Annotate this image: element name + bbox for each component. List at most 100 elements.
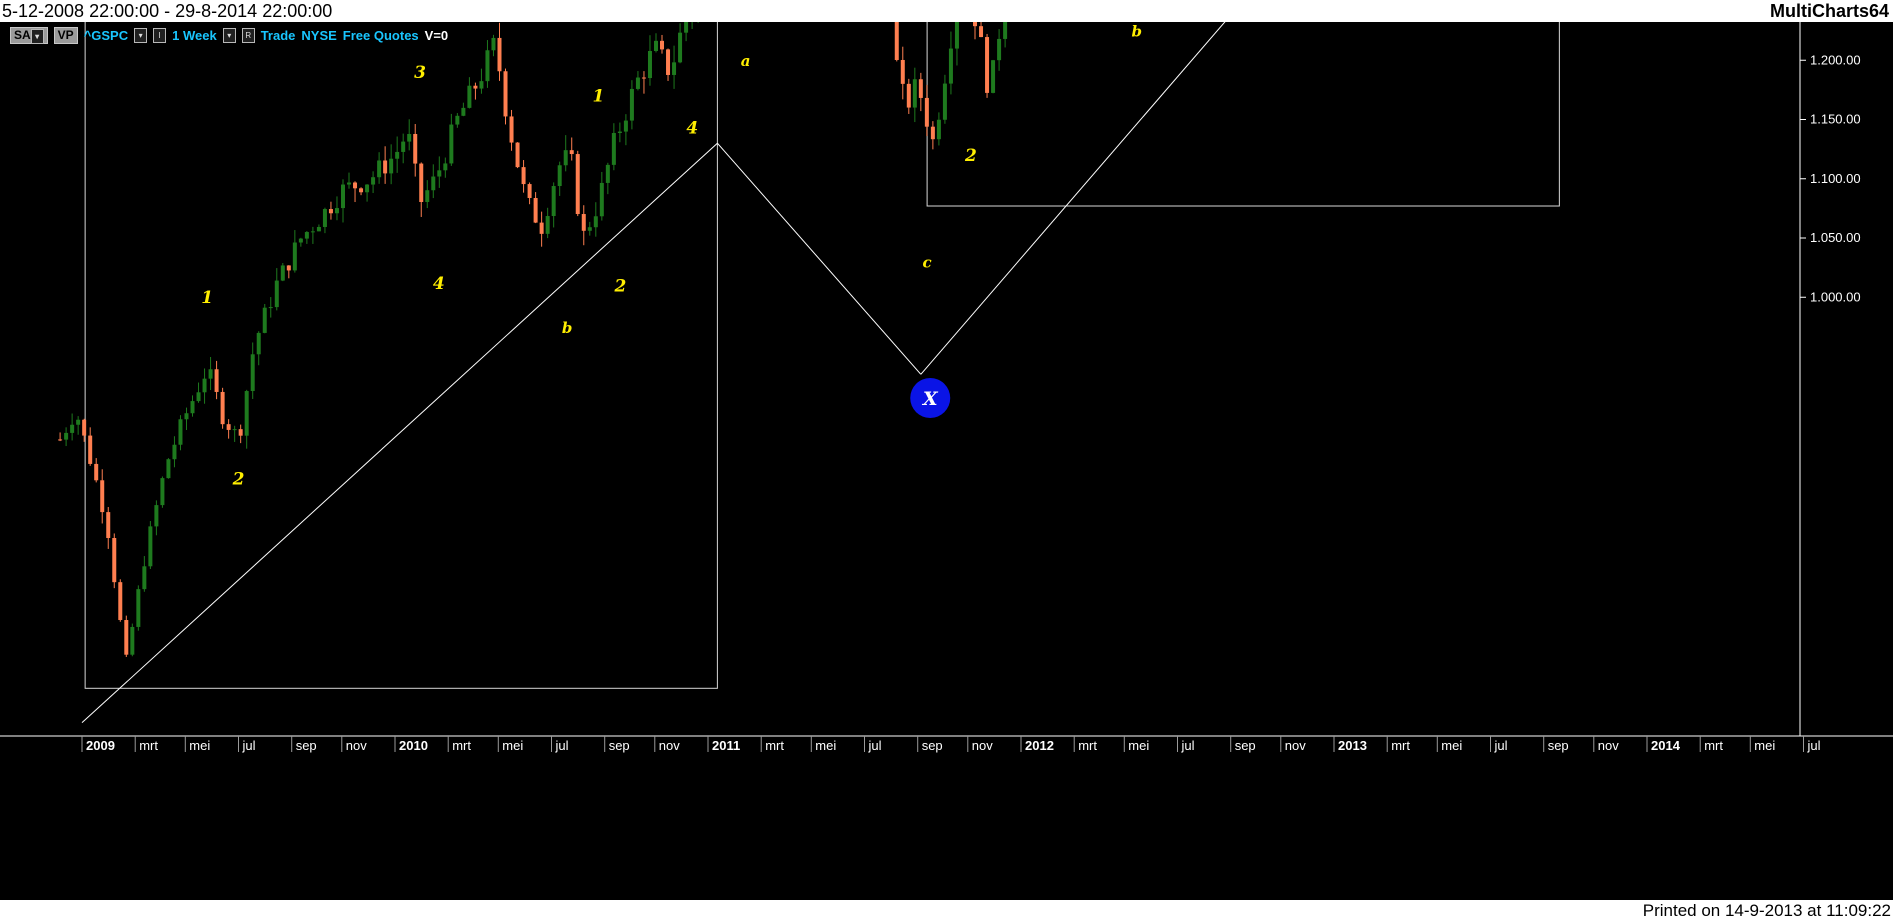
- wave-label: 1: [201, 288, 213, 308]
- candle-body: [208, 369, 213, 379]
- candle-body: [425, 190, 430, 203]
- x-tick-label: sep: [296, 738, 317, 753]
- candle-body: [533, 198, 538, 223]
- candle-body: [136, 589, 141, 627]
- candle-body: [226, 424, 231, 430]
- y-tick-label: 1.100.00: [1810, 171, 1861, 186]
- candle-body: [353, 182, 358, 189]
- app-name: MultiCharts64: [1769, 1, 1889, 21]
- y-tick-label: 1.000.00: [1810, 289, 1861, 304]
- candle-body: [894, 22, 899, 60]
- x-tick-label: mrt: [1078, 738, 1097, 753]
- candle-body: [64, 432, 69, 440]
- sa-button[interactable]: SA ▾: [10, 26, 48, 44]
- candle-body: [455, 115, 460, 125]
- print-footer: Printed on 14-9-2013 at 11:09:22: [0, 900, 1893, 922]
- candle-body: [485, 50, 490, 82]
- candle-body: [906, 83, 911, 108]
- trendline-y: [920, 22, 1226, 375]
- candle-body: [395, 151, 400, 159]
- candle-body: [684, 22, 689, 33]
- chart-window[interactable]: 650.00700.00750.00800.00850.00900.00950.…: [0, 22, 1893, 900]
- candle-body: [160, 478, 165, 506]
- wave-label: b: [562, 319, 573, 337]
- candle-body: [347, 182, 352, 185]
- x-tick-label: mei: [1754, 738, 1775, 753]
- candle-body: [184, 413, 189, 420]
- candle-body: [611, 132, 616, 165]
- candle-body: [214, 369, 219, 392]
- candle-body: [569, 150, 574, 155]
- candle-body: [900, 59, 905, 84]
- x-tick-label: mei: [1441, 738, 1462, 753]
- candle-body: [124, 620, 129, 655]
- candle-body: [401, 141, 406, 152]
- date-range: 5-12-2008 22:00:00 - 29-8-2014 22:00:00: [2, 1, 333, 21]
- candle-body: [672, 62, 677, 75]
- candle-body: [653, 40, 658, 52]
- price-chart[interactable]: 650.00700.00750.00800.00850.00900.00950.…: [0, 22, 1893, 900]
- candle-body: [954, 22, 959, 49]
- resolution-label[interactable]: 1 Week: [172, 27, 217, 43]
- x-tick-label: jul: [555, 738, 569, 753]
- candle-body: [322, 209, 327, 227]
- candle-body: [334, 208, 339, 214]
- candle-body: [202, 378, 207, 393]
- x-tick-label: 2009: [86, 738, 115, 753]
- trendline-w: [81, 142, 718, 724]
- candle-body: [527, 184, 532, 199]
- x-tick-label: mrt: [452, 738, 471, 753]
- candle-body: [666, 49, 671, 75]
- candle-body: [509, 116, 514, 143]
- vp-button[interactable]: VP: [53, 26, 78, 44]
- x-tick-label: mei: [815, 738, 836, 753]
- x-tick-label: mei: [502, 738, 523, 753]
- x-tick-label: mrt: [1391, 738, 1410, 753]
- wave-label: 4: [686, 119, 698, 139]
- x-tick-label: nov: [1598, 738, 1619, 753]
- candle-body: [997, 38, 1002, 61]
- symbol-label[interactable]: ^GSPC: [83, 27, 129, 43]
- candle-body: [641, 77, 646, 79]
- candle-body: [196, 392, 201, 402]
- trendline-x: [717, 142, 922, 375]
- volume-label: V=0: [424, 27, 449, 43]
- x-tick-label: 2013: [1338, 738, 1367, 753]
- wave-label: 3: [414, 63, 426, 83]
- y-tick-label: 1.050.00: [1810, 230, 1861, 245]
- candle-body: [515, 142, 520, 168]
- interval-toggle[interactable]: I: [153, 27, 167, 43]
- box-w: [84, 22, 718, 689]
- trade-label[interactable]: Trade: [260, 27, 296, 43]
- candle-body: [316, 226, 321, 232]
- candle-body: [551, 186, 556, 217]
- resolution-dropdown-icon[interactable]: ▾: [222, 27, 236, 43]
- candle-body: [521, 167, 526, 185]
- candle-body: [443, 163, 448, 171]
- candle-body: [1003, 22, 1008, 39]
- candle-body: [100, 480, 105, 513]
- candle-body: [274, 280, 279, 308]
- x-tick-label: 2010: [399, 738, 428, 753]
- candle-body: [154, 505, 159, 527]
- candle-body: [280, 265, 285, 281]
- r-button[interactable]: R: [241, 27, 255, 43]
- wave-circle-x: [910, 377, 951, 418]
- candle-body: [310, 231, 315, 233]
- candle-body: [431, 176, 436, 191]
- symbol-dropdown-icon[interactable]: ▾: [134, 27, 148, 43]
- x-tick-label: jul: [868, 738, 882, 753]
- candle-body: [635, 77, 640, 89]
- candle-body: [298, 238, 303, 243]
- candle-body: [623, 120, 628, 132]
- wave-label: 2: [964, 146, 977, 166]
- candle-body: [292, 242, 297, 271]
- x-tick-label: 2011: [712, 738, 740, 753]
- candle-body: [178, 419, 183, 445]
- x-tick-label: jul: [1181, 738, 1195, 753]
- sa-dropdown-icon[interactable]: ▾: [30, 28, 44, 44]
- x-tick-label: sep: [609, 738, 630, 753]
- x-tick-label: mei: [189, 738, 210, 753]
- candle-body: [473, 85, 478, 89]
- exchange-label: NYSE: [301, 27, 337, 43]
